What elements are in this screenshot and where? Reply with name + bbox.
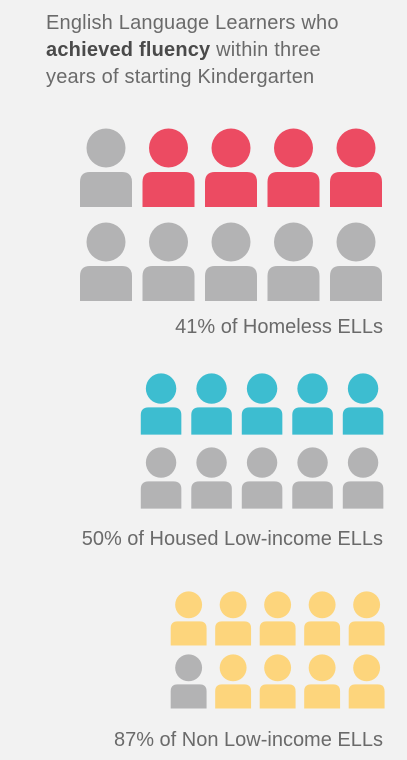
person-icon-filled	[191, 373, 232, 435]
person-icon-empty	[342, 447, 384, 509]
title-emphasis: achieved fluency	[46, 39, 211, 61]
icon-group-2	[140, 373, 384, 509]
person-icon-filled	[292, 373, 333, 435]
person-icon-filled	[215, 591, 252, 646]
person-icon-empty	[80, 128, 132, 207]
person-icon-filled	[342, 373, 384, 435]
person-icon-filled	[348, 591, 385, 646]
person-icon-filled	[330, 128, 382, 207]
person-icon-filled	[140, 373, 182, 435]
caption-non-low-income: 87% of Non Low-income ELLs	[113, 729, 383, 751]
person-icon-filled	[241, 373, 283, 435]
title-line2-rest: within three	[210, 39, 321, 61]
person-icon-empty	[191, 447, 232, 509]
title-line3: years of starting Kindergarten	[46, 66, 315, 88]
person-icon-empty	[205, 222, 257, 301]
icon-group-3	[170, 591, 385, 709]
person-icon-filled	[170, 591, 207, 646]
person-icon-filled	[304, 654, 341, 709]
chart-title: English Language Learners who achieved f…	[46, 10, 396, 91]
caption-housed-low-income: 50% of Housed Low-income ELLs	[81, 528, 383, 550]
person-icon-empty	[80, 222, 132, 301]
person-icon-empty	[142, 222, 195, 301]
person-icon-empty	[267, 222, 320, 301]
person-icon-empty	[241, 447, 283, 509]
person-icon-filled	[215, 654, 252, 709]
person-icon-filled	[142, 128, 195, 207]
person-icon-empty	[170, 654, 207, 709]
person-icon-filled	[304, 591, 341, 646]
person-icon-empty	[330, 222, 382, 301]
caption-homeless: 41% of Homeless ELLs	[175, 316, 383, 338]
person-icon-filled	[205, 128, 257, 207]
icon-group-1	[80, 128, 382, 301]
person-icon-filled	[259, 591, 296, 646]
person-icon-empty	[140, 447, 182, 509]
person-icon-filled	[267, 128, 320, 207]
title-line1: English Language Learners who	[46, 12, 339, 34]
person-icon-filled	[259, 654, 296, 709]
person-icon-filled	[348, 654, 385, 709]
person-icon-empty	[292, 447, 333, 509]
